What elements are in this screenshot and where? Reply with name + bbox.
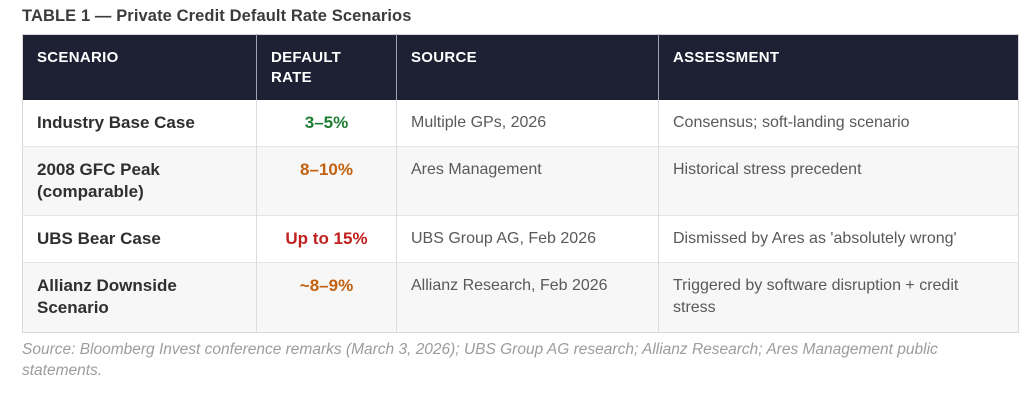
cell-source: Multiple GPs, 2026 [396,100,659,147]
col-header-scenario: SCENARIO [22,34,257,100]
cell-scenario: Industry Base Case [37,113,195,132]
cell-source: Ares Management [396,146,659,216]
header-row: SCENARIO DEFAULT RATE SOURCE ASSESSMENT [22,34,1019,100]
table-title: TABLE 1 — Private Credit Default Rate Sc… [22,7,412,25]
cell-assessment: Dismissed by Ares as 'absolutely wrong' [658,215,1019,263]
cell-assessment: Historical stress precedent [658,146,1019,216]
cell-scenario: Allianz Downside Scenario [37,276,177,318]
page: TABLE 1 — Private Credit Default Rate Sc… [0,7,1024,418]
table-row: Industry Base Case 3–5% Multiple GPs, 20… [23,100,1019,147]
cell-assessment: Consensus; soft-landing scenario [658,100,1019,147]
col-header-assessment: ASSESSMENT [658,34,1019,100]
cell-scenario: UBS Bear Case [37,229,161,249]
cell-default-rate: 8–10% [256,146,397,216]
cell-scenario: 2008 GFC Peak (comparable) [37,160,160,202]
cell-source: UBS Group AG, Feb 2026 [396,215,659,263]
table-row: 2008 GFC Peak (comparable) 8–10% Ares Ma… [22,146,1019,216]
col-header-source: SOURCE [396,34,659,100]
source-note: Source: Bloomberg Invest conference rema… [22,340,938,380]
table-row: UBS Bear Case Up to 15% UBS Group AG, Fe… [22,215,1019,263]
cell-default-rate: Up to 15% [256,215,397,263]
cell-source: Allianz Research, Feb 2026 [396,262,659,333]
table-row: Allianz Downside Scenario ~8–9% Allianz … [22,262,1019,333]
col-header-default-rate: DEFAULT RATE [256,34,397,100]
default-rate-table: SCENARIO DEFAULT RATE SOURCE ASSESSMENT … [22,34,1019,333]
cell-default-rate: ~8–9% [256,262,397,333]
cell-assessment: Triggered by software disruption + credi… [658,262,1019,333]
cell-default-rate: 3–5% [256,100,397,147]
